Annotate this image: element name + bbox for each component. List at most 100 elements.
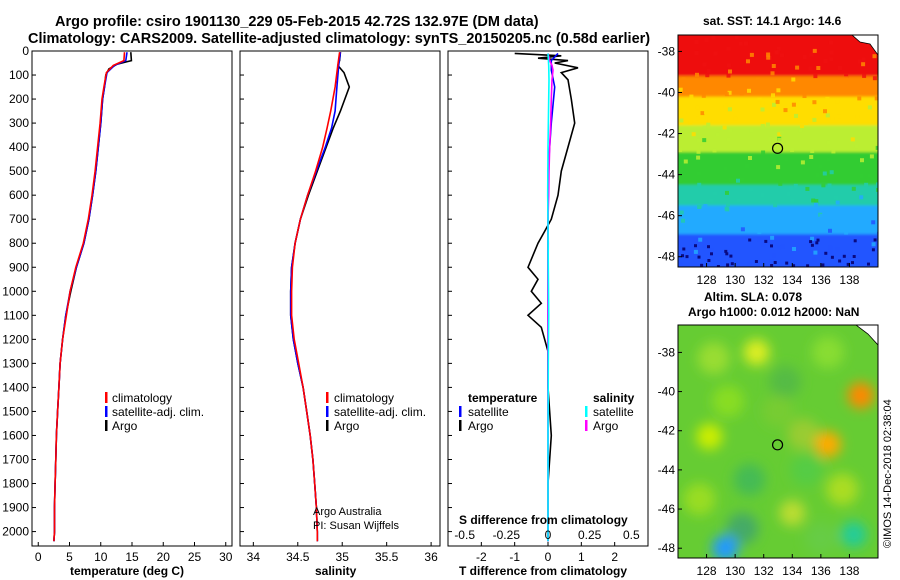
sst-pixel	[716, 265, 720, 267]
sst-pixel	[850, 137, 855, 142]
sla-anomaly	[712, 535, 739, 558]
sst-pixel	[747, 88, 751, 93]
x-tick-label: 34	[247, 550, 261, 564]
lon-tick-label: 130	[725, 273, 745, 287]
sst-pixel	[875, 145, 878, 150]
sst-pixel	[697, 182, 702, 187]
sst-pixel	[726, 202, 730, 207]
sst-pixel	[791, 102, 796, 107]
sst-pixel	[694, 50, 699, 55]
sst-pixel	[872, 54, 877, 59]
sst-pixel	[695, 83, 700, 88]
sla-cell	[697, 342, 730, 375]
sst-pixel	[852, 85, 857, 90]
sst-pixel	[835, 99, 840, 104]
sla-anomaly	[696, 423, 723, 450]
sst-pixel	[861, 62, 866, 67]
sst-pixel	[709, 248, 714, 253]
sst-pixel	[822, 171, 827, 176]
salinity-panel: 34 34.5 35 35.5 36 salinity climatology sate…	[239, 50, 441, 578]
sst-pixel	[726, 46, 731, 51]
sst-pixel	[857, 96, 862, 101]
lat-tick-label: -46	[658, 209, 676, 223]
sst-band	[678, 184, 878, 210]
sst-pixel	[809, 240, 813, 244]
sst-pixel	[827, 183, 832, 188]
sst-pixel	[846, 262, 850, 266]
sst-pixel	[688, 120, 693, 125]
sst-lat-ticks: -38 -40 -42 -44 -46 -48	[658, 44, 682, 264]
title-line-2: Climatology: CARS2009. Satellite-adjuste…	[28, 31, 650, 47]
sst-map-title: sat. SST: 14.1 Argo: 14.6	[703, 14, 842, 28]
sst-pixel	[864, 42, 869, 47]
sst-pixel	[773, 261, 777, 264]
legend-label-argo: Argo	[112, 419, 138, 433]
series-line-t-argo	[514, 52, 579, 542]
sst-pixel	[702, 107, 706, 112]
sst-pixel	[791, 77, 796, 82]
lat-tick-label: -42	[658, 127, 676, 141]
sst-pixel	[754, 260, 758, 263]
sst-pixel	[819, 214, 824, 219]
sst-map-panel: sat. SST: 14.1 Argo: 14.6 128 130 132 134 13…	[658, 14, 879, 287]
temperature-panel: 0 5 10 15 20 25 30 0 100 200 300 400 500 600 700 800 90…	[2, 44, 232, 578]
sst-pixel	[800, 160, 805, 165]
sst-pixel	[795, 65, 800, 70]
depth-tick-label: 1000	[2, 284, 29, 298]
sst-pixel	[683, 84, 688, 89]
depth-tick-label: 900	[9, 260, 29, 274]
legend-label-satellite: satellite-adj. clim.	[334, 405, 426, 419]
sst-pixel	[876, 187, 878, 192]
sst-pixel	[838, 259, 842, 263]
sst-pixel	[773, 203, 778, 208]
sst-pixel	[870, 137, 875, 142]
sst-pixel	[701, 93, 706, 98]
sst-pixel	[678, 262, 683, 266]
x-tick-label: 25	[188, 550, 202, 564]
sst-pixel	[828, 216, 833, 221]
sst-pixel	[858, 163, 863, 168]
sst-pixel	[724, 249, 728, 253]
sst-pixel	[766, 55, 771, 60]
sst-pixel	[871, 242, 876, 247]
sst-pixel	[811, 198, 816, 203]
sst-pixel	[821, 183, 826, 188]
sst-pixel	[869, 110, 873, 115]
x-tick-label: 15	[125, 550, 139, 564]
sst-pixel	[835, 247, 840, 252]
sla-cell	[787, 418, 820, 451]
sst-pixel	[755, 77, 760, 82]
sst-pixel	[748, 187, 753, 192]
annotation-argo-australia: Argo Australia	[313, 506, 382, 518]
sla-map-title-1: Altim. SLA: 0.078	[704, 290, 802, 304]
sst-pixel	[761, 150, 766, 155]
depth-tick-label: 800	[9, 236, 29, 250]
sst-pixel	[862, 73, 867, 78]
depth-tick-label: 700	[9, 212, 29, 226]
sst-pixel	[748, 80, 752, 85]
sst-pixel	[772, 102, 776, 107]
sla-map-panel: Altim. SLA: 0.078 Argo h1000: 0.012 h200…	[658, 290, 879, 578]
sst-pixel	[813, 74, 818, 79]
sst-pixel	[780, 53, 785, 58]
sst-pixel	[838, 66, 842, 71]
x-tick-label: 35	[336, 550, 350, 564]
sst-pixel	[760, 124, 765, 128]
annotation-pi: PI: Susan Wijffels	[313, 520, 399, 532]
sst-pixel	[859, 195, 864, 200]
legend-swatch-satellite	[105, 406, 108, 417]
sst-pixel	[779, 220, 783, 225]
sla-cell	[733, 463, 766, 496]
sst-pixel	[694, 244, 697, 248]
sst-pixel	[702, 125, 707, 130]
lon-tick-label: 132	[754, 564, 774, 578]
sla-color-field	[683, 336, 874, 558]
sst-pixel	[740, 177, 744, 182]
sst-pixel	[681, 77, 686, 82]
lat-tick-label: -46	[658, 502, 676, 516]
lat-tick-label: -38	[658, 44, 676, 58]
sst-pixel	[770, 71, 775, 76]
sst-pixel	[711, 35, 716, 40]
sst-pixel	[740, 227, 745, 232]
sst-pixel	[729, 254, 733, 258]
